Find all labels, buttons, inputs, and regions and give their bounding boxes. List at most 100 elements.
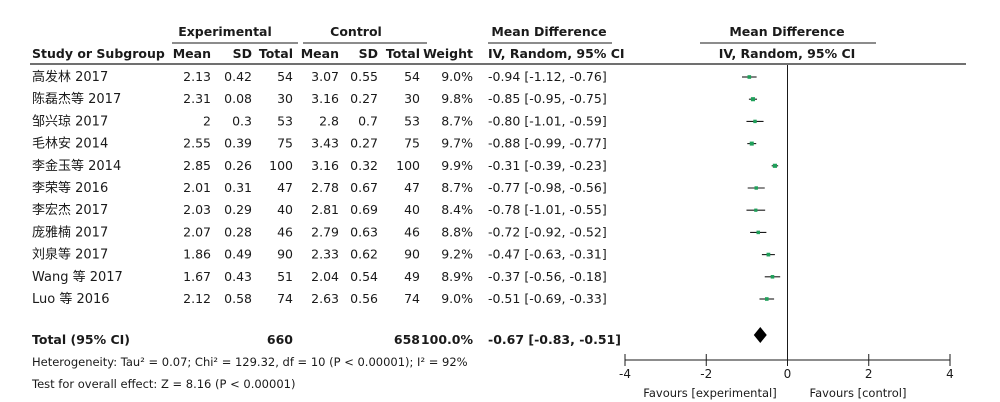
exp-total-cell: 40 (277, 202, 293, 217)
ctl-mean-cell: 3.07 (311, 69, 339, 84)
exp-mean-cell: 2.85 (183, 158, 211, 173)
ci-text-cell: -0.94 [-1.12, -0.76] (488, 69, 607, 84)
effect-square (754, 186, 758, 190)
table-row: Wang 等 2017 1.67 0.43 51 2.04 0.54 49 8.9% -0.37… (32, 269, 607, 285)
ctl-mean-cell: 2.33 (311, 247, 339, 262)
table-row: 刘泉等 2017 1.86 0.49 90 2.33 0.62 90 9.2% -0.47 [-… (32, 247, 607, 263)
x-tick-label: -2 (700, 367, 712, 381)
weight-cell: 9.7% (441, 136, 473, 151)
exp-sd-cell: 0.26 (224, 158, 252, 173)
plot-method-header: IV, Random, 95% CI (719, 46, 856, 61)
study-name: 陈磊杰等 2017 (32, 91, 121, 107)
heterogeneity-note: Heterogeneity: Tau² = 0.07; Chi² = 129.3… (32, 355, 468, 369)
ctl-mean-cell: 2.8 (319, 113, 339, 128)
exp-total-cell: 100 (269, 158, 293, 173)
ci-text-cell: -0.37 [-0.56, -0.18] (488, 269, 607, 284)
study-name: 刘泉等 2017 (32, 247, 108, 263)
exp-total-cell: 51 (277, 269, 293, 284)
ctl-mean-cell: 3.16 (311, 91, 339, 106)
exp-total-cell: 54 (277, 69, 293, 84)
ctl-total-cell: 47 (404, 180, 420, 195)
effect-square (749, 141, 754, 146)
ctl-sd-cell: 0.54 (350, 269, 378, 284)
ctl-total-cell: 54 (404, 69, 420, 84)
ci-text-cell: -0.80 [-1.01, -0.59] (488, 113, 607, 128)
exp-total-cell: 46 (277, 224, 293, 239)
total-ci-text: -0.67 [-0.83, -0.51] (488, 332, 621, 347)
study-column-header: Study or Subgroup (32, 46, 165, 61)
table-row: 陈磊杰等 2017 2.31 0.08 30 3.16 0.27 30 9.8% -0.85 [… (32, 91, 607, 107)
exp-mean-cell: 2.13 (183, 69, 211, 84)
effect-square (750, 97, 756, 102)
table-row: 庞雅楠 2017 2.07 0.28 46 2.79 0.63 46 8.8% -0.72 [-… (32, 224, 607, 240)
x-tick-label: 4 (946, 367, 954, 381)
effect-square (766, 252, 771, 257)
exp-sd-cell: 0.29 (224, 202, 252, 217)
study-rows: 高发林 2017 2.13 0.42 54 3.07 0.55 54 9.0% -0.94 [-… (32, 69, 607, 307)
exp-sd-column-header: SD (233, 46, 252, 61)
table-row: 李金玉等 2014 2.85 0.26 100 3.16 0.32 100 9.9% -0.31… (32, 158, 607, 174)
study-name: 庞雅楠 2017 (32, 224, 108, 240)
total-weight: 100.0% (421, 332, 474, 347)
ctl-total-cell: 49 (404, 269, 420, 284)
table-row: 高发林 2017 2.13 0.42 54 3.07 0.55 54 9.0% -0.94 [-… (32, 69, 607, 85)
ctl-sd-column-header: SD (359, 46, 378, 61)
exp-mean-cell: 2.01 (183, 180, 211, 195)
ci-text-cell: -0.88 [-0.99, -0.77] (488, 136, 607, 151)
weight-column-header: Weight (423, 46, 473, 61)
ctl-sd-cell: 0.27 (350, 136, 378, 151)
ctl-sd-cell: 0.27 (350, 91, 378, 106)
pooled-diamond (753, 327, 767, 343)
exp-total-cell: 53 (277, 113, 293, 128)
overall-effect-note: Test for overall effect: Z = 8.16 (P < 0… (31, 377, 295, 391)
ctl-mean-cell: 3.16 (311, 158, 339, 173)
ctl-mean-cell: 2.63 (311, 291, 339, 306)
ctl-mean-column-header: Mean (301, 46, 339, 61)
ctl-sd-cell: 0.67 (350, 180, 378, 195)
study-name: Luo 等 2016 (32, 291, 110, 307)
weight-cell: 9.8% (441, 91, 473, 106)
exp-sd-cell: 0.28 (224, 224, 252, 239)
experimental-group-header: Experimental (178, 24, 272, 39)
study-name: 李宏杰 2017 (32, 203, 108, 218)
ctl-mean-cell: 2.79 (311, 224, 339, 239)
ci-text-cell: -0.72 [-0.92, -0.52] (488, 224, 607, 239)
study-name: 邹兴琼 2017 (32, 113, 108, 129)
weight-cell: 8.7% (441, 180, 473, 195)
exp-total-cell: 74 (277, 291, 293, 306)
ctl-total-cell: 30 (404, 91, 420, 106)
table-row: 李荣等 2016 2.01 0.31 47 2.78 0.67 47 8.7% -0.77 [-… (32, 180, 607, 196)
ctl-total-cell: 46 (404, 224, 420, 239)
ctl-total-column-header: Total (386, 46, 420, 61)
exp-mean-cell: 1.86 (183, 247, 211, 262)
exp-sd-cell: 0.08 (224, 91, 252, 106)
study-name: 李金玉等 2014 (32, 158, 121, 174)
effect-square (753, 119, 757, 124)
favours-control-label: Favours [control] (810, 386, 907, 400)
plot-area: -4 -2 0 2 4 (619, 65, 954, 381)
x-tick-label: 2 (865, 367, 873, 381)
ctl-total-cell: 75 (404, 136, 420, 151)
ci-text-cell: -0.85 [-0.95, -0.75] (488, 91, 607, 106)
mean-difference-plot-header: Mean Difference (729, 24, 844, 39)
ctl-sd-cell: 0.7 (358, 113, 378, 128)
exp-sd-cell: 0.39 (224, 136, 252, 151)
exp-sd-cell: 0.58 (224, 291, 252, 306)
ci-text-cell: -0.31 [-0.39, -0.23] (488, 158, 607, 173)
exp-mean-cell: 2 (203, 113, 211, 128)
ctl-total-cell: 40 (404, 202, 420, 217)
exp-total-cell: 90 (277, 247, 293, 262)
ctl-total-cell: 74 (404, 291, 420, 306)
exp-mean-column-header: Mean (173, 46, 211, 61)
exp-mean-cell: 1.67 (183, 269, 211, 284)
exp-mean-cell: 2.55 (183, 136, 211, 151)
exp-sd-cell: 0.31 (224, 180, 252, 195)
effect-square (770, 275, 775, 279)
weight-cell: 9.0% (441, 69, 473, 84)
ctl-mean-cell: 2.81 (311, 202, 339, 217)
ctl-total-cell: 53 (404, 113, 420, 128)
weight-cell: 9.0% (441, 291, 473, 306)
ctl-total-cell: 90 (404, 247, 420, 262)
exp-mean-cell: 2.31 (183, 91, 211, 106)
